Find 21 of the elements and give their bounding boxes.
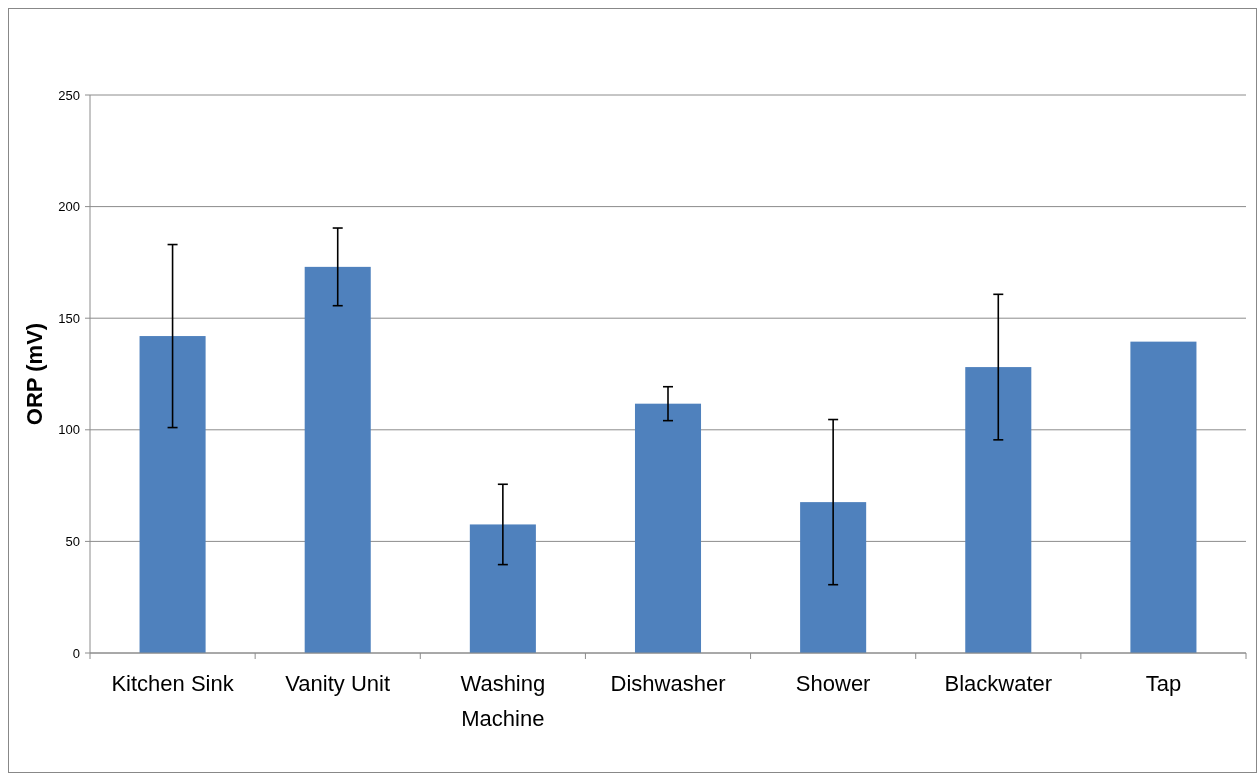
bar <box>965 367 1032 653</box>
bar <box>800 502 867 653</box>
x-tick-label: Tap <box>1145 671 1182 696</box>
y-tick-label: 250 <box>58 87 80 103</box>
y-tick-label: 0 <box>72 645 80 661</box>
x-tick-label: Blackwater <box>944 671 1053 696</box>
bar <box>1130 341 1197 653</box>
bar <box>634 403 702 653</box>
y-axis-title: ORP (mV) <box>22 322 47 426</box>
y-tick-label: 100 <box>58 422 80 438</box>
x-tick-label: Dishwasher <box>610 671 726 696</box>
bar <box>139 336 206 653</box>
x-tick-label: Shower <box>795 671 871 696</box>
y-tick-label: 200 <box>58 199 80 215</box>
x-tick-label: Kitchen Sink <box>111 671 235 696</box>
y-tick-label: 50 <box>65 533 80 549</box>
bar <box>469 524 536 653</box>
x-tick-label: Vanity Unit <box>285 671 391 696</box>
bar <box>304 266 371 653</box>
y-tick-label: 150 <box>58 310 80 326</box>
x-tick-label: Washing Machine <box>460 671 546 732</box>
